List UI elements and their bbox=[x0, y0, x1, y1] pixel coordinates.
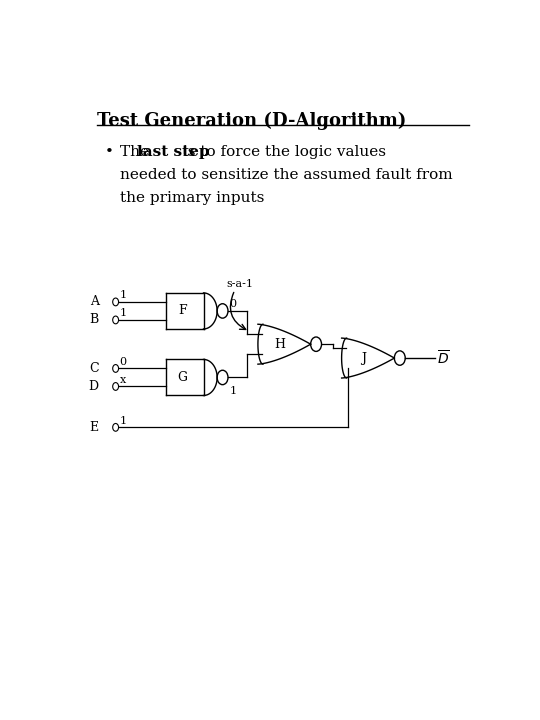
Text: s-a-1: s-a-1 bbox=[227, 279, 254, 289]
Text: needed to sensitize the assumed fault from: needed to sensitize the assumed fault fr… bbox=[120, 168, 453, 182]
Text: 1: 1 bbox=[119, 308, 126, 318]
Text: G: G bbox=[178, 371, 187, 384]
Text: 1: 1 bbox=[119, 290, 126, 300]
Text: 1: 1 bbox=[119, 415, 126, 426]
Text: F: F bbox=[178, 305, 187, 318]
Text: the primary inputs: the primary inputs bbox=[120, 192, 264, 205]
Text: A: A bbox=[90, 295, 99, 308]
Text: 1: 1 bbox=[230, 387, 237, 396]
Text: 0: 0 bbox=[119, 357, 126, 366]
Text: Test Generation (D-Algorithm): Test Generation (D-Algorithm) bbox=[97, 112, 406, 130]
Text: The: The bbox=[120, 145, 154, 158]
Text: •: • bbox=[105, 145, 114, 158]
Text: B: B bbox=[90, 313, 99, 326]
Text: J: J bbox=[361, 351, 366, 364]
Text: C: C bbox=[89, 362, 99, 375]
Text: x: x bbox=[119, 375, 126, 384]
Text: E: E bbox=[90, 421, 99, 434]
Text: is to force the logic values: is to force the logic values bbox=[178, 145, 387, 158]
Text: last step: last step bbox=[137, 145, 210, 158]
Text: H: H bbox=[275, 338, 286, 351]
Text: 0: 0 bbox=[230, 300, 237, 310]
Text: $\overline{D}$: $\overline{D}$ bbox=[437, 349, 449, 367]
Text: D: D bbox=[89, 380, 99, 393]
